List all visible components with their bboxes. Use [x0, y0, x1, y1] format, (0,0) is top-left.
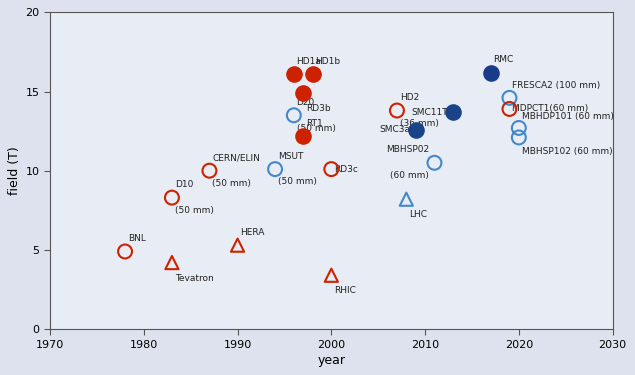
Text: MBHSP102 (60 mm): MBHSP102 (60 mm)	[521, 147, 612, 156]
Text: D10: D10	[175, 180, 193, 189]
Point	[232, 242, 243, 248]
Text: MDPCT1(60 mm): MDPCT1(60 mm)	[512, 105, 589, 114]
Text: BNL: BNL	[128, 234, 145, 243]
Text: RT1: RT1	[306, 118, 323, 128]
Text: RMC: RMC	[493, 55, 514, 64]
Text: LHC: LHC	[409, 210, 427, 219]
Text: (50 mm): (50 mm)	[175, 206, 213, 215]
Point	[411, 126, 421, 132]
Text: HERA: HERA	[240, 228, 265, 237]
Point	[326, 166, 337, 172]
Point	[289, 112, 299, 118]
Point	[120, 249, 130, 255]
Text: FRESCA2 (100 mm): FRESCA2 (100 mm)	[512, 81, 601, 90]
Text: HD1a: HD1a	[297, 57, 321, 66]
Point	[401, 196, 411, 202]
Text: MBHDP101 (60 mm): MBHDP101 (60 mm)	[521, 112, 613, 121]
Point	[514, 125, 524, 131]
Text: HD1b: HD1b	[316, 57, 340, 66]
Point	[298, 90, 308, 96]
Point	[486, 69, 496, 75]
Point	[504, 106, 514, 112]
Text: RD3b: RD3b	[306, 104, 331, 113]
Point	[307, 71, 318, 77]
Text: RD3c: RD3c	[334, 165, 358, 174]
Point	[429, 160, 439, 166]
Text: (60 mm): (60 mm)	[390, 171, 429, 180]
Text: (50 mm): (50 mm)	[278, 177, 317, 186]
Text: (36 mm): (36 mm)	[400, 119, 439, 128]
Text: HD2: HD2	[400, 93, 419, 102]
Text: Tevatron: Tevatron	[175, 274, 213, 283]
Point	[167, 195, 177, 201]
Text: (50 mm): (50 mm)	[212, 179, 251, 188]
Y-axis label: field (T): field (T)	[8, 146, 22, 195]
Text: D20: D20	[297, 98, 315, 107]
Text: RHIC: RHIC	[334, 286, 356, 296]
Text: (50 mm): (50 mm)	[297, 124, 335, 133]
Point	[289, 71, 299, 77]
Point	[514, 135, 524, 141]
Text: MSUT: MSUT	[278, 152, 304, 161]
Point	[298, 133, 308, 139]
Text: SMC11T: SMC11T	[411, 108, 448, 117]
Point	[270, 166, 280, 172]
Text: CERN/ELIN: CERN/ELIN	[212, 153, 260, 162]
Text: MBHSP02: MBHSP02	[386, 146, 429, 154]
Point	[392, 108, 402, 114]
Point	[504, 95, 514, 101]
Text: SMC3a: SMC3a	[379, 125, 410, 134]
Point	[448, 109, 458, 115]
Point	[326, 272, 337, 278]
Point	[167, 260, 177, 266]
X-axis label: year: year	[318, 354, 345, 367]
Point	[204, 168, 215, 174]
